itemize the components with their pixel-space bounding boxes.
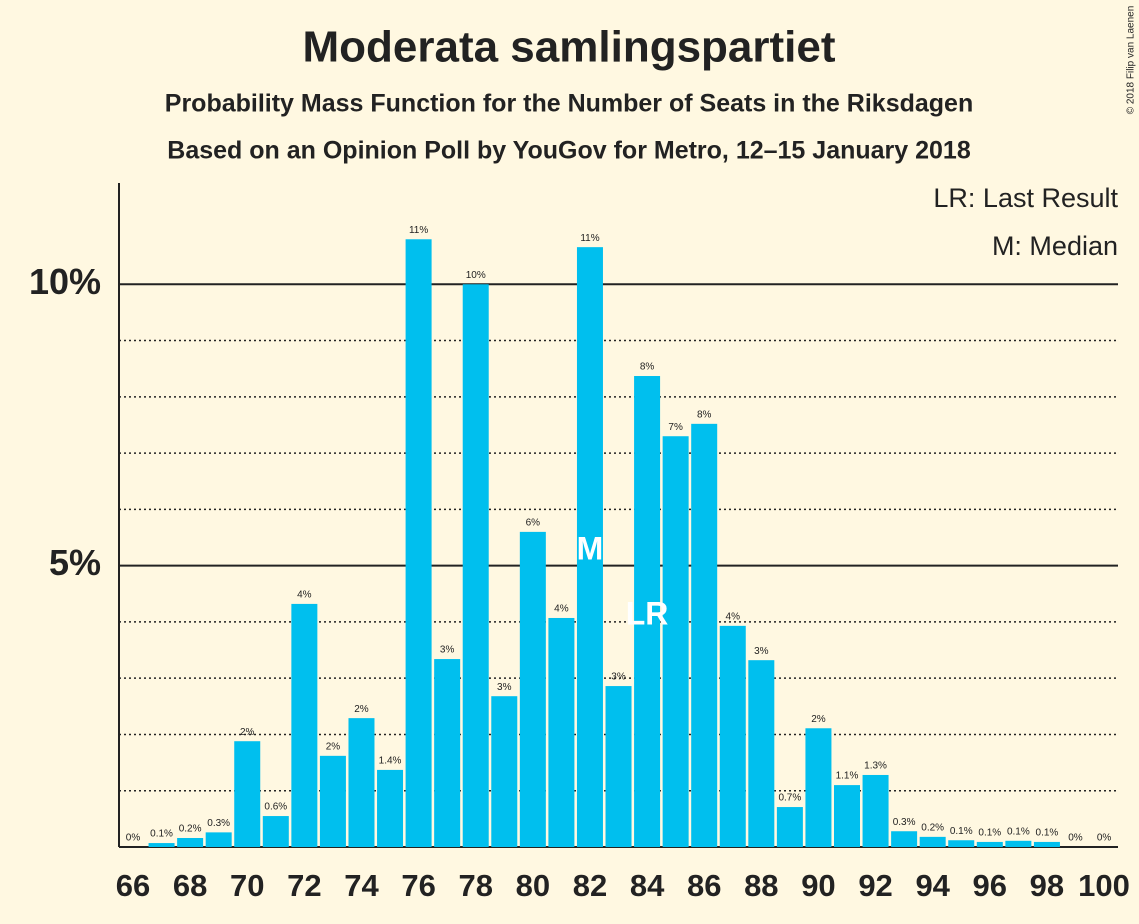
value-label: 1.1% bbox=[836, 771, 859, 782]
bar bbox=[491, 696, 518, 847]
bar bbox=[605, 686, 632, 847]
bar bbox=[948, 840, 975, 847]
bar bbox=[291, 603, 318, 847]
y-tick-label: 5% bbox=[49, 542, 101, 583]
x-tick-label: 78 bbox=[458, 868, 492, 903]
x-tick-label: 80 bbox=[516, 868, 550, 903]
copyright: © 2018 Filip van Laenen bbox=[1126, 6, 1137, 115]
bar bbox=[462, 284, 489, 847]
bar bbox=[234, 741, 261, 847]
x-tick-label: 86 bbox=[687, 868, 721, 903]
x-tick-label: 94 bbox=[915, 868, 950, 903]
value-label: 0.3% bbox=[207, 818, 230, 829]
chart-subtitle: Probability Mass Function for the Number… bbox=[165, 90, 973, 118]
value-label: 0% bbox=[126, 833, 141, 844]
value-label: 4% bbox=[726, 611, 741, 622]
value-label: 0% bbox=[1068, 833, 1083, 844]
value-label: 8% bbox=[697, 409, 712, 420]
bar bbox=[1005, 840, 1032, 847]
chart-subtitle: Based on an Opinion Poll by YouGov for M… bbox=[167, 137, 971, 165]
bar bbox=[834, 785, 860, 847]
value-label: 1.4% bbox=[379, 756, 402, 767]
bar bbox=[919, 836, 946, 847]
bar bbox=[1033, 841, 1060, 847]
value-label: 0.7% bbox=[778, 793, 801, 804]
x-tick-label: 100 bbox=[1078, 868, 1130, 903]
last-result-marker: LR bbox=[626, 595, 669, 631]
bar bbox=[634, 376, 661, 847]
value-label: 1.3% bbox=[864, 761, 887, 772]
x-tick-label: 84 bbox=[630, 868, 665, 903]
bar bbox=[319, 755, 346, 847]
value-label: 0.2% bbox=[179, 824, 202, 835]
bar bbox=[862, 774, 889, 847]
x-tick-label: 70 bbox=[230, 868, 264, 903]
x-tick-label: 66 bbox=[116, 868, 150, 903]
value-label: 2% bbox=[240, 727, 255, 738]
value-label: 0.1% bbox=[950, 826, 973, 837]
bar bbox=[405, 239, 432, 847]
bar bbox=[719, 625, 746, 847]
x-tick-label: 74 bbox=[344, 868, 379, 903]
x-tick-label: 76 bbox=[401, 868, 435, 903]
legend-entry: LR: Last Result bbox=[933, 183, 1118, 213]
legend-entry: M: Median bbox=[992, 231, 1118, 261]
bar bbox=[662, 436, 689, 847]
value-label: 0% bbox=[1097, 833, 1112, 844]
bar bbox=[377, 769, 404, 847]
bar bbox=[805, 728, 832, 847]
value-label: 10% bbox=[466, 270, 486, 281]
value-label: 6% bbox=[526, 518, 541, 529]
bar bbox=[976, 841, 1003, 847]
value-label: 4% bbox=[554, 604, 569, 615]
x-tick-label: 88 bbox=[744, 868, 778, 903]
value-label: 0.1% bbox=[150, 829, 173, 840]
value-label: 11% bbox=[580, 233, 599, 244]
bar bbox=[576, 247, 603, 847]
bar bbox=[348, 718, 375, 847]
value-label: 8% bbox=[640, 362, 655, 373]
value-label: 3% bbox=[440, 645, 455, 656]
value-label: 0.1% bbox=[1036, 828, 1059, 839]
chart-title: Moderata samlingspartiet bbox=[302, 23, 835, 72]
x-tick-label: 82 bbox=[573, 868, 607, 903]
value-label: 2% bbox=[326, 741, 341, 752]
value-label: 11% bbox=[409, 225, 428, 236]
bar bbox=[776, 807, 803, 847]
x-tick-label: 90 bbox=[801, 868, 835, 903]
value-label: 0.2% bbox=[921, 823, 944, 834]
bar bbox=[548, 617, 575, 847]
value-label: 4% bbox=[297, 590, 312, 601]
value-label: 0.1% bbox=[978, 828, 1001, 839]
x-tick-label: 92 bbox=[858, 868, 892, 903]
value-label: 0.1% bbox=[1007, 826, 1030, 837]
value-label: 3% bbox=[611, 672, 626, 683]
bar bbox=[434, 659, 461, 847]
y-tick-label: 10% bbox=[29, 261, 101, 302]
x-tick-label: 72 bbox=[287, 868, 321, 903]
value-label: 7% bbox=[668, 422, 683, 433]
x-tick-label: 96 bbox=[973, 868, 1007, 903]
bar bbox=[691, 423, 718, 847]
bar bbox=[262, 816, 289, 847]
value-label: 0.3% bbox=[893, 817, 916, 828]
x-tick-label: 98 bbox=[1030, 868, 1064, 903]
bar bbox=[177, 837, 204, 847]
bar bbox=[519, 531, 546, 847]
bar bbox=[148, 843, 175, 847]
value-label: 3% bbox=[497, 682, 512, 693]
value-label: 0.6% bbox=[264, 802, 287, 813]
bar bbox=[748, 660, 775, 847]
x-tick-label: 68 bbox=[173, 868, 207, 903]
bar bbox=[205, 832, 232, 847]
median-marker: M bbox=[577, 530, 604, 566]
value-label: 2% bbox=[354, 704, 369, 715]
value-label: 3% bbox=[754, 646, 769, 657]
value-label: 2% bbox=[811, 714, 826, 725]
bar bbox=[891, 831, 918, 847]
